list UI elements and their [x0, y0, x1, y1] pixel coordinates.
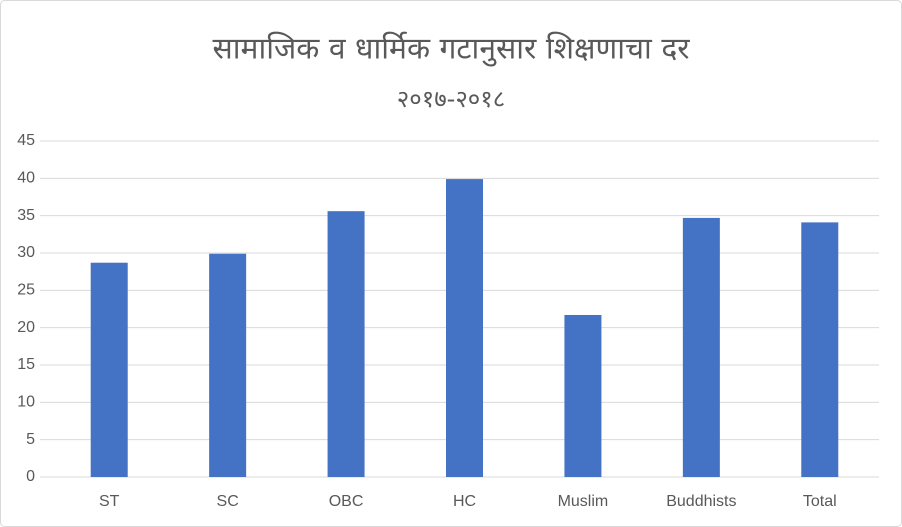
- x-tick-label: SC: [217, 493, 239, 510]
- x-tick-label: HC: [453, 493, 476, 510]
- bar: [209, 253, 247, 477]
- chart-title: सामाजिक व धार्मिक गटानुसार शिक्षणाचा दर: [212, 32, 690, 68]
- y-tick-label: 0: [26, 468, 35, 485]
- y-tick-label: 35: [17, 207, 35, 224]
- bar: [90, 262, 128, 477]
- y-tick-label: 20: [17, 319, 35, 336]
- y-tick-label: 10: [17, 394, 35, 411]
- y-tick-label: 45: [17, 132, 35, 149]
- x-tick-label: Total: [803, 493, 837, 510]
- y-tick-label: 5: [26, 431, 35, 448]
- bar: [564, 314, 602, 477]
- y-tick-label: 25: [17, 282, 35, 299]
- bar: [801, 222, 839, 477]
- y-tick-label: 30: [17, 244, 35, 261]
- bar: [327, 211, 365, 478]
- bar: [446, 179, 483, 477]
- y-tick-label: 40: [17, 170, 35, 187]
- chart-subtitle: २०१७-२०१८: [397, 85, 506, 113]
- bar: [682, 217, 720, 477]
- y-tick-label: 15: [17, 356, 35, 373]
- x-tick-label: Buddhists: [666, 493, 736, 510]
- x-tick-label: ST: [99, 493, 120, 510]
- x-tick-label: Muslim: [558, 493, 609, 510]
- x-tick-label: OBC: [329, 493, 364, 510]
